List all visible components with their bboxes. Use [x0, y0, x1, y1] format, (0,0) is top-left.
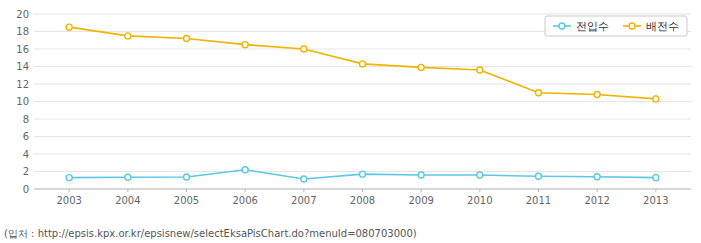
- plot-data: [66, 24, 659, 182]
- x-tick-label: 2008: [350, 195, 375, 206]
- point: [535, 173, 541, 179]
- y-tick-label: 16: [16, 44, 29, 55]
- point: [66, 175, 72, 181]
- x-tick: [127, 189, 128, 192]
- x-tick: [303, 189, 304, 192]
- point: [653, 96, 659, 102]
- y-tick-label: 12: [16, 79, 29, 90]
- point: [535, 90, 541, 96]
- series-line: [69, 27, 656, 99]
- point: [477, 67, 483, 73]
- y-tick-label: 6: [23, 131, 29, 142]
- grid-line: [34, 154, 691, 155]
- x-tick-label: 2007: [291, 195, 316, 206]
- legend-frame: [545, 16, 687, 36]
- legend-label: 배전수: [646, 20, 679, 33]
- y-tick-label: 4: [23, 149, 29, 160]
- x-tick: [421, 189, 422, 192]
- x-tick-label: 2009: [408, 195, 433, 206]
- grid-line: [34, 136, 691, 137]
- legend-item: 전입수: [553, 20, 609, 33]
- y-tick-label: 2: [23, 166, 29, 177]
- x-tick-label: 2004: [115, 195, 140, 206]
- y-tick-label: 20: [16, 9, 29, 20]
- grid-line: [34, 119, 691, 120]
- grid-line: [34, 49, 691, 50]
- x-tick: [479, 189, 480, 192]
- legend-marker: [629, 23, 635, 29]
- x-tick-label: 2012: [584, 195, 609, 206]
- point: [594, 92, 600, 98]
- x-tick: [69, 189, 70, 192]
- y-tick-label: 10: [16, 96, 29, 107]
- chart: 0 2 4 6 8 10 12 14 16 18 20 2003 2004 2005 2006 2007 200…: [0, 0, 701, 243]
- x-tick-label: 2013: [643, 195, 668, 206]
- point: [360, 171, 366, 177]
- point: [301, 46, 307, 52]
- point: [594, 174, 600, 180]
- point: [125, 33, 131, 39]
- y-tick-label: 18: [16, 26, 29, 37]
- point: [477, 172, 483, 178]
- legend-item: 배전수: [623, 20, 679, 33]
- legend: 전입수 배전수: [545, 16, 687, 36]
- point: [66, 24, 72, 30]
- point: [242, 42, 248, 48]
- series-line: [69, 170, 656, 179]
- x-tick-label: 2011: [526, 195, 551, 206]
- point: [242, 167, 248, 173]
- y-tick-label: 14: [16, 61, 29, 72]
- point: [301, 176, 307, 182]
- y-tick-label: 0: [23, 184, 29, 195]
- grid-line: [34, 84, 691, 85]
- legend-marker: [559, 23, 565, 29]
- y-grid: [34, 14, 691, 189]
- point: [653, 175, 659, 181]
- grid-line: [34, 14, 691, 15]
- point: [184, 36, 190, 42]
- point: [184, 174, 190, 180]
- point: [418, 172, 424, 178]
- x-tick: [186, 189, 187, 192]
- point: [418, 64, 424, 70]
- x-tick: [655, 189, 656, 192]
- x-tick-label: 2010: [467, 195, 492, 206]
- legend-label: 전입수: [576, 20, 609, 33]
- x-tick-label: 2006: [232, 195, 257, 206]
- point: [125, 174, 131, 180]
- x-tick-label: 2003: [56, 195, 81, 206]
- x-tick: [362, 189, 363, 192]
- x-tick: [538, 189, 539, 192]
- y-tick-label: 8: [23, 114, 29, 125]
- x-tick: [245, 189, 246, 192]
- grid-line: [34, 101, 691, 102]
- point: [360, 61, 366, 67]
- x-tick-label: 2005: [174, 195, 199, 206]
- caption: (입처 : http://epsis.kpx.or.kr/epsisnew/se…: [4, 228, 417, 239]
- x-tick: [597, 189, 598, 192]
